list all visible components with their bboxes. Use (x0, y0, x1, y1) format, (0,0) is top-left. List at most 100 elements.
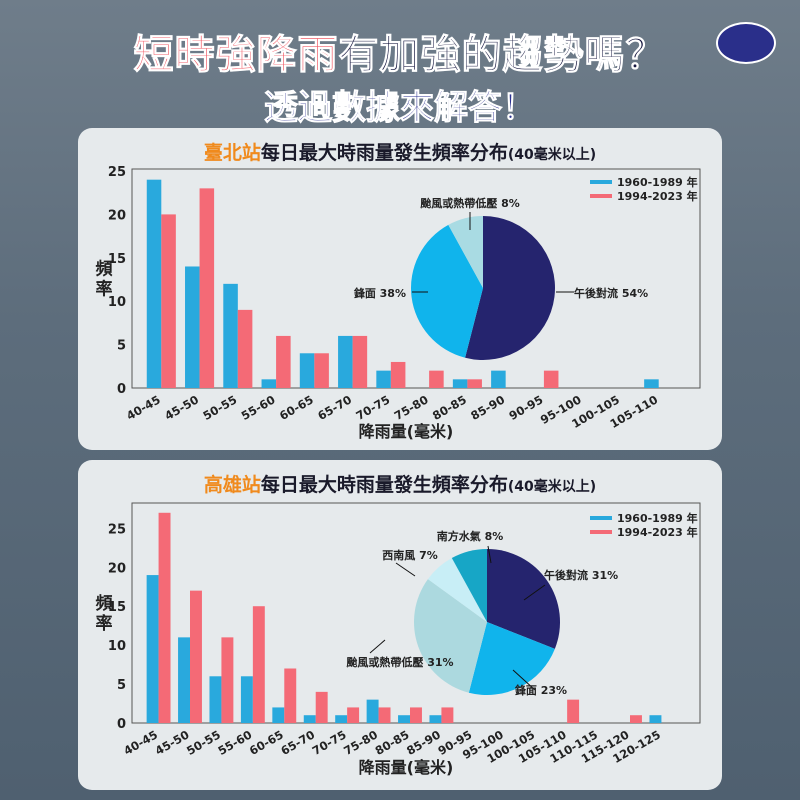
legend-label: 1960-1989 年 (617, 511, 698, 525)
x-tick-label: 50-55 (200, 392, 239, 423)
bar-1994-2023 (158, 512, 171, 723)
chart-title: 每日最大時雨量發生頻率分布 (260, 474, 508, 496)
bar-1994-2023 (237, 309, 253, 388)
bar-1960-1989 (146, 575, 159, 723)
legend-swatch (590, 194, 612, 198)
bar-1960-1989 (335, 715, 348, 723)
pie-slice (414, 579, 487, 693)
x-tick-label: 55-60 (239, 392, 278, 423)
bar-1994-2023 (630, 715, 642, 723)
legend-swatch (590, 530, 612, 534)
bar-1994-2023 (221, 637, 234, 723)
y-tick-label: 5 (117, 339, 126, 354)
x-tick-label: 60-65 (247, 727, 286, 758)
pie-slice (468, 622, 555, 695)
pie-label: 西南風 7% (382, 548, 438, 562)
pie-leader-line (369, 639, 386, 654)
x-tick-label: 60-65 (277, 392, 316, 423)
y-axis-label: 頻 (95, 259, 113, 280)
bar-1960-1989 (223, 283, 238, 388)
bar-1994-2023 (252, 606, 265, 723)
legend-swatch (590, 516, 612, 520)
chart-title-note: (40毫米以上) (507, 147, 597, 163)
bar-1994-2023 (276, 335, 291, 388)
x-tick-label: 45-50 (153, 727, 192, 758)
legend-label: 1994-2023 年 (617, 189, 698, 203)
taipei-chart-title: 臺北站每日最大時雨量發生頻率分布(40毫米以上) (78, 138, 722, 165)
y-tick-label: 20 (108, 208, 126, 223)
bar-1994-2023 (284, 668, 297, 723)
pie-slice (451, 549, 487, 622)
pie-label: 午後對流 31% (544, 568, 618, 582)
x-tick-label: 70-75 (354, 392, 393, 423)
bar-1994-2023 (161, 214, 176, 388)
bar-1994-2023 (315, 691, 328, 723)
bar-1994-2023 (467, 379, 482, 388)
title-highlight: 短時強降雨 (133, 32, 339, 79)
bar-1960-1989 (299, 353, 315, 388)
x-tick-label: 45-50 (162, 392, 201, 423)
main-title: 短時強降雨有加強的趨勢嗎？ (0, 22, 800, 80)
x-tick-label: 85-90 (468, 392, 507, 423)
chart-title: 每日最大時雨量發生頻率分布 (260, 142, 508, 164)
plot-frame (131, 168, 701, 389)
bar-1994-2023 (352, 335, 368, 388)
pie-label: 鋒面 23% (514, 683, 567, 697)
pie-label: 鋒面 38% (353, 286, 406, 300)
y-tick-label: 20 (108, 561, 126, 576)
x-tick-label: 50-55 (184, 727, 223, 758)
pie-leader-line (512, 669, 536, 691)
bar-1960-1989 (303, 715, 316, 723)
x-tick-label: 80-85 (373, 727, 412, 758)
bar-1994-2023 (199, 188, 215, 388)
bar-1994-2023 (429, 370, 444, 388)
bar-1994-2023 (567, 699, 580, 723)
bar-1960-1989 (376, 370, 391, 388)
bar-1960-1989 (452, 379, 468, 388)
bar-1994-2023 (543, 370, 559, 388)
y-axis-label: 頻 (95, 593, 113, 614)
bar-1960-1989 (429, 715, 442, 723)
bar-1960-1989 (185, 266, 200, 388)
bar-1994-2023 (314, 353, 329, 388)
pie-leader-line (523, 584, 546, 601)
bar-1960-1989 (261, 379, 277, 388)
pie-leader-line (487, 545, 492, 564)
x-tick-label: 75-80 (392, 392, 431, 423)
x-tick-label: 80-85 (430, 392, 469, 423)
x-tick-label: 40-45 (121, 727, 160, 758)
bar-1960-1989 (209, 676, 222, 723)
y-tick-label: 10 (108, 639, 126, 654)
y-tick-label: 0 (117, 382, 126, 397)
y-tick-label: 0 (117, 717, 126, 732)
pie-slice (465, 216, 555, 360)
bar-1960-1989 (398, 715, 410, 723)
x-tick-label: 85-90 (404, 727, 443, 758)
bar-1960-1989 (491, 370, 506, 388)
x-tick-label: 75-80 (341, 727, 380, 758)
bar-1994-2023 (347, 707, 360, 723)
bar-1994-2023 (410, 707, 422, 723)
x-tick-label: 65-70 (278, 727, 317, 758)
legend-label: 1994-2023 年 (617, 525, 698, 539)
bar-1960-1989 (146, 179, 162, 388)
y-axis-label: 率 (96, 613, 113, 634)
pie-label: 午後對流 54% (574, 286, 648, 300)
y-tick-label: 25 (108, 165, 126, 180)
pie-label: 颱風或熱帶低壓 8% (420, 196, 520, 210)
logo-icon (716, 22, 776, 64)
station-name: 臺北站 (203, 142, 261, 164)
x-tick-label: 55-60 (216, 727, 255, 758)
bar-1994-2023 (390, 361, 406, 388)
pie-slice (427, 558, 487, 622)
bar-1994-2023 (378, 707, 391, 723)
bar-1960-1989 (272, 707, 285, 723)
x-axis-label: 降雨量(毫米) (359, 758, 454, 777)
subtitle: 透過數據來解答！ (264, 88, 537, 129)
x-axis-label: 降雨量(毫米) (359, 422, 454, 441)
pie-label: 南方水氣 8% (437, 529, 504, 543)
bar-1994-2023 (190, 590, 202, 723)
y-tick-label: 10 (108, 295, 126, 310)
y-axis-label: 率 (96, 279, 113, 300)
